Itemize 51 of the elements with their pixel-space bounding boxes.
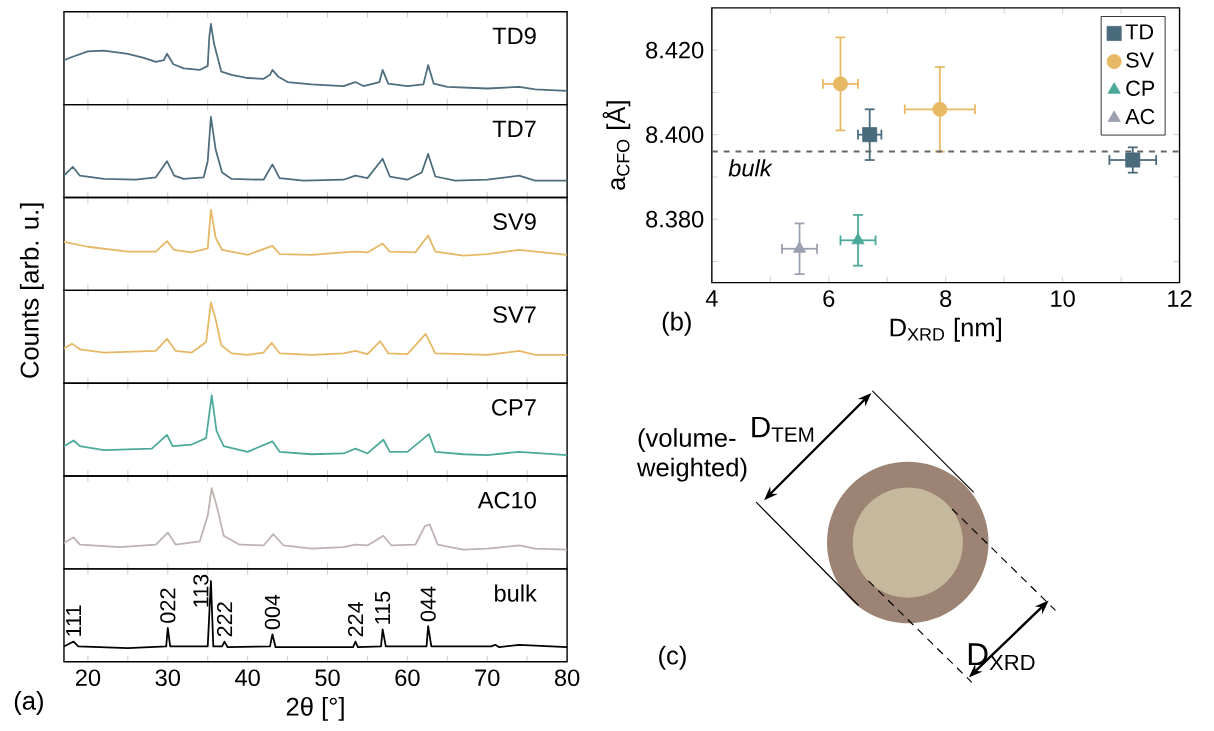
x-axis-title: 2θ [°]	[286, 697, 344, 722]
y-axis-title: a$_{CFO}$ [Å]	[602, 101, 631, 191]
x-tick-label: 6	[823, 290, 835, 308]
annotation: 111	[66, 605, 81, 636]
x-tick-label: 30	[155, 669, 181, 687]
legend-label: CP	[1126, 80, 1155, 97]
point	[832, 76, 848, 92]
point	[793, 241, 807, 253]
series-label: AC10	[477, 492, 536, 509]
text: (c)	[659, 645, 686, 670]
x-tick-label: 8	[940, 290, 952, 308]
y-tick-label: 8.380	[646, 211, 704, 228]
annotation: 004	[264, 594, 281, 630]
ref-line-label: bulk	[728, 159, 773, 177]
annotation: 044	[420, 586, 436, 622]
legend-label: SV	[1126, 52, 1154, 68]
x-tick-label: 4	[705, 290, 718, 307]
legend-label: AC	[1125, 109, 1155, 125]
series-label: SV9	[493, 213, 536, 231]
text: (b)	[662, 312, 691, 336]
point	[851, 233, 865, 245]
point	[862, 127, 878, 143]
text: (a)	[14, 691, 43, 716]
x-tick-label: 60	[395, 669, 420, 687]
y-tick-label: 8.420	[646, 41, 704, 59]
annotation: 022	[160, 588, 176, 624]
y-axis-title: Counts [arb. u.]	[19, 203, 44, 378]
text: (volume-weighted)	[636, 428, 747, 482]
legend-label: TD	[1125, 24, 1154, 40]
x-tick-label: 10	[1051, 290, 1075, 308]
x-tick-label: 50	[315, 669, 340, 687]
y-tick-label: 8.400	[646, 126, 704, 144]
series-label: SV7	[493, 306, 536, 324]
series-label: TD7	[492, 120, 536, 138]
annotation: 113	[193, 574, 209, 607]
x-tick-label: 80	[554, 669, 580, 687]
series-label: TD9	[492, 27, 536, 45]
annotation: 224	[347, 602, 364, 637]
annotation: 222	[216, 602, 233, 637]
annotation: 115	[375, 591, 391, 624]
x-axis-title: D$_{XRD}$ [nm]	[890, 318, 1001, 342]
point	[1125, 152, 1141, 168]
x-tick-label: 70	[475, 669, 500, 687]
text: D$_{TEM}$	[752, 417, 814, 442]
series-label: CP7	[492, 399, 536, 416]
series-label: bulk	[495, 584, 537, 602]
text: D$_{XRD}$	[968, 643, 1035, 671]
x-tick-label: 20	[75, 669, 101, 687]
x-tick-label: 12	[1168, 290, 1192, 307]
x-tick-label: 40	[235, 669, 260, 687]
point	[932, 102, 948, 117]
